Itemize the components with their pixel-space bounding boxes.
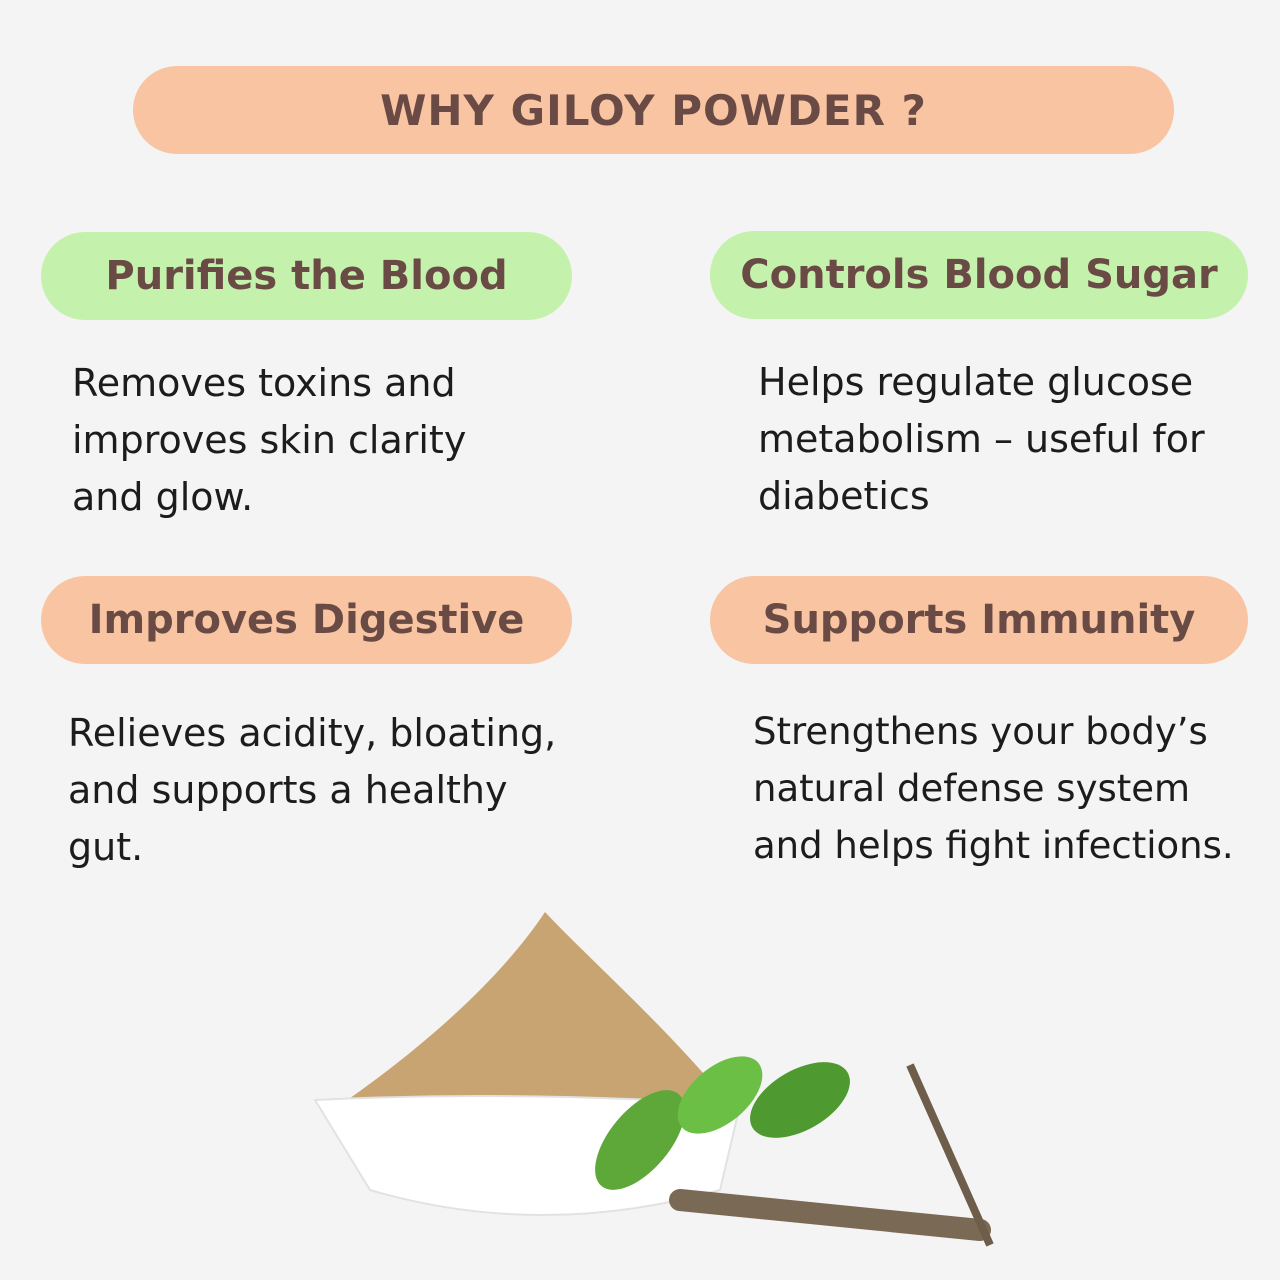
benefit-description-digestive: Relieves acidity, bloating, and supports… [68,705,556,876]
desc-line: and helps fight infections. [753,824,1234,867]
desc-line: Helps regulate glucose [758,360,1194,404]
leaf-icon [677,1056,763,1134]
leaf-icon [750,1062,850,1138]
leaf-icon [595,1090,685,1190]
page-title: WHY GILOY POWDER ? [133,66,1174,154]
desc-line: Relieves acidity, bloating, [68,711,557,755]
desc-line: and supports a healthy [68,768,508,812]
powder-pile [340,912,730,1105]
benefit-description-immunity: Strengthens your body’s natural defense … [753,703,1234,874]
benefit-description-blood-sugar: Helps regulate glucose metabolism – usef… [758,354,1205,525]
desc-line: metabolism – useful for [758,417,1205,461]
desc-line: improves skin clarity [72,418,467,462]
stick-icon [906,1063,994,1247]
benefit-description-purifies-blood: Removes toxins and improves skin clarity… [72,355,466,526]
desc-line: Removes toxins and [72,361,456,405]
benefit-heading-digestive: Improves Digestive [41,576,572,664]
benefit-heading-purifies-blood: Purifies the Blood [41,232,572,320]
desc-line: gut. [68,825,144,869]
desc-line: and glow. [72,475,254,519]
giloy-powder-image [313,912,994,1247]
benefit-heading-blood-sugar: Controls Blood Sugar [710,231,1248,319]
benefit-heading-immunity: Supports Immunity [710,576,1248,664]
desc-line: natural defense system [753,767,1191,810]
desc-line: Strengthens your body’s [753,710,1208,753]
desc-line: diabetics [758,474,930,518]
stem-icon [669,1189,991,1241]
